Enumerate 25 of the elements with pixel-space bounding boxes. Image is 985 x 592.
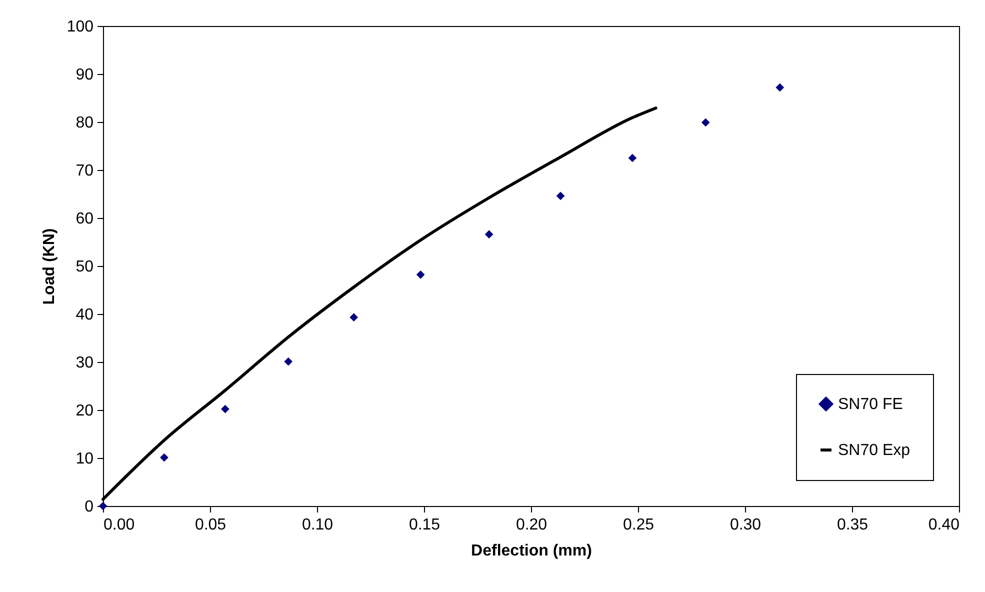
x-axis-title: Deflection (mm)	[471, 542, 592, 560]
y-tick-label: 50	[76, 258, 94, 276]
x-tick-label: 0.00	[104, 516, 135, 534]
y-tick-label: 20	[76, 402, 94, 420]
y-axis-title: Load (KN)	[40, 228, 58, 305]
y-tick-label: 70	[76, 162, 94, 180]
x-tick-label: 0.05	[194, 516, 226, 534]
y-tick-label: 40	[76, 306, 94, 324]
x-tick-label: 0.20	[516, 516, 548, 534]
x-tick-label: 0.10	[302, 516, 334, 534]
x-tick-label: 0.40	[928, 516, 960, 534]
legend-label: SN70 FE	[838, 396, 903, 413]
y-tick-label: 10	[76, 450, 94, 468]
x-tick-label: 0.30	[730, 516, 762, 534]
y-tick-label: 90	[76, 66, 94, 84]
y-tick-label: 0	[84, 498, 94, 516]
y-tick-label: 100	[66, 18, 94, 36]
x-tick-label: 0.25	[622, 516, 654, 534]
line-series	[102, 106, 658, 501]
y-tick-label: 30	[76, 354, 94, 372]
y-tick-label: 80	[76, 114, 94, 132]
x-tick-label: 0.15	[408, 516, 440, 534]
y-tick-label: 60	[76, 210, 94, 228]
legend-label: SN70 Exp	[838, 442, 910, 459]
x-tick-label: 0.35	[836, 516, 868, 534]
